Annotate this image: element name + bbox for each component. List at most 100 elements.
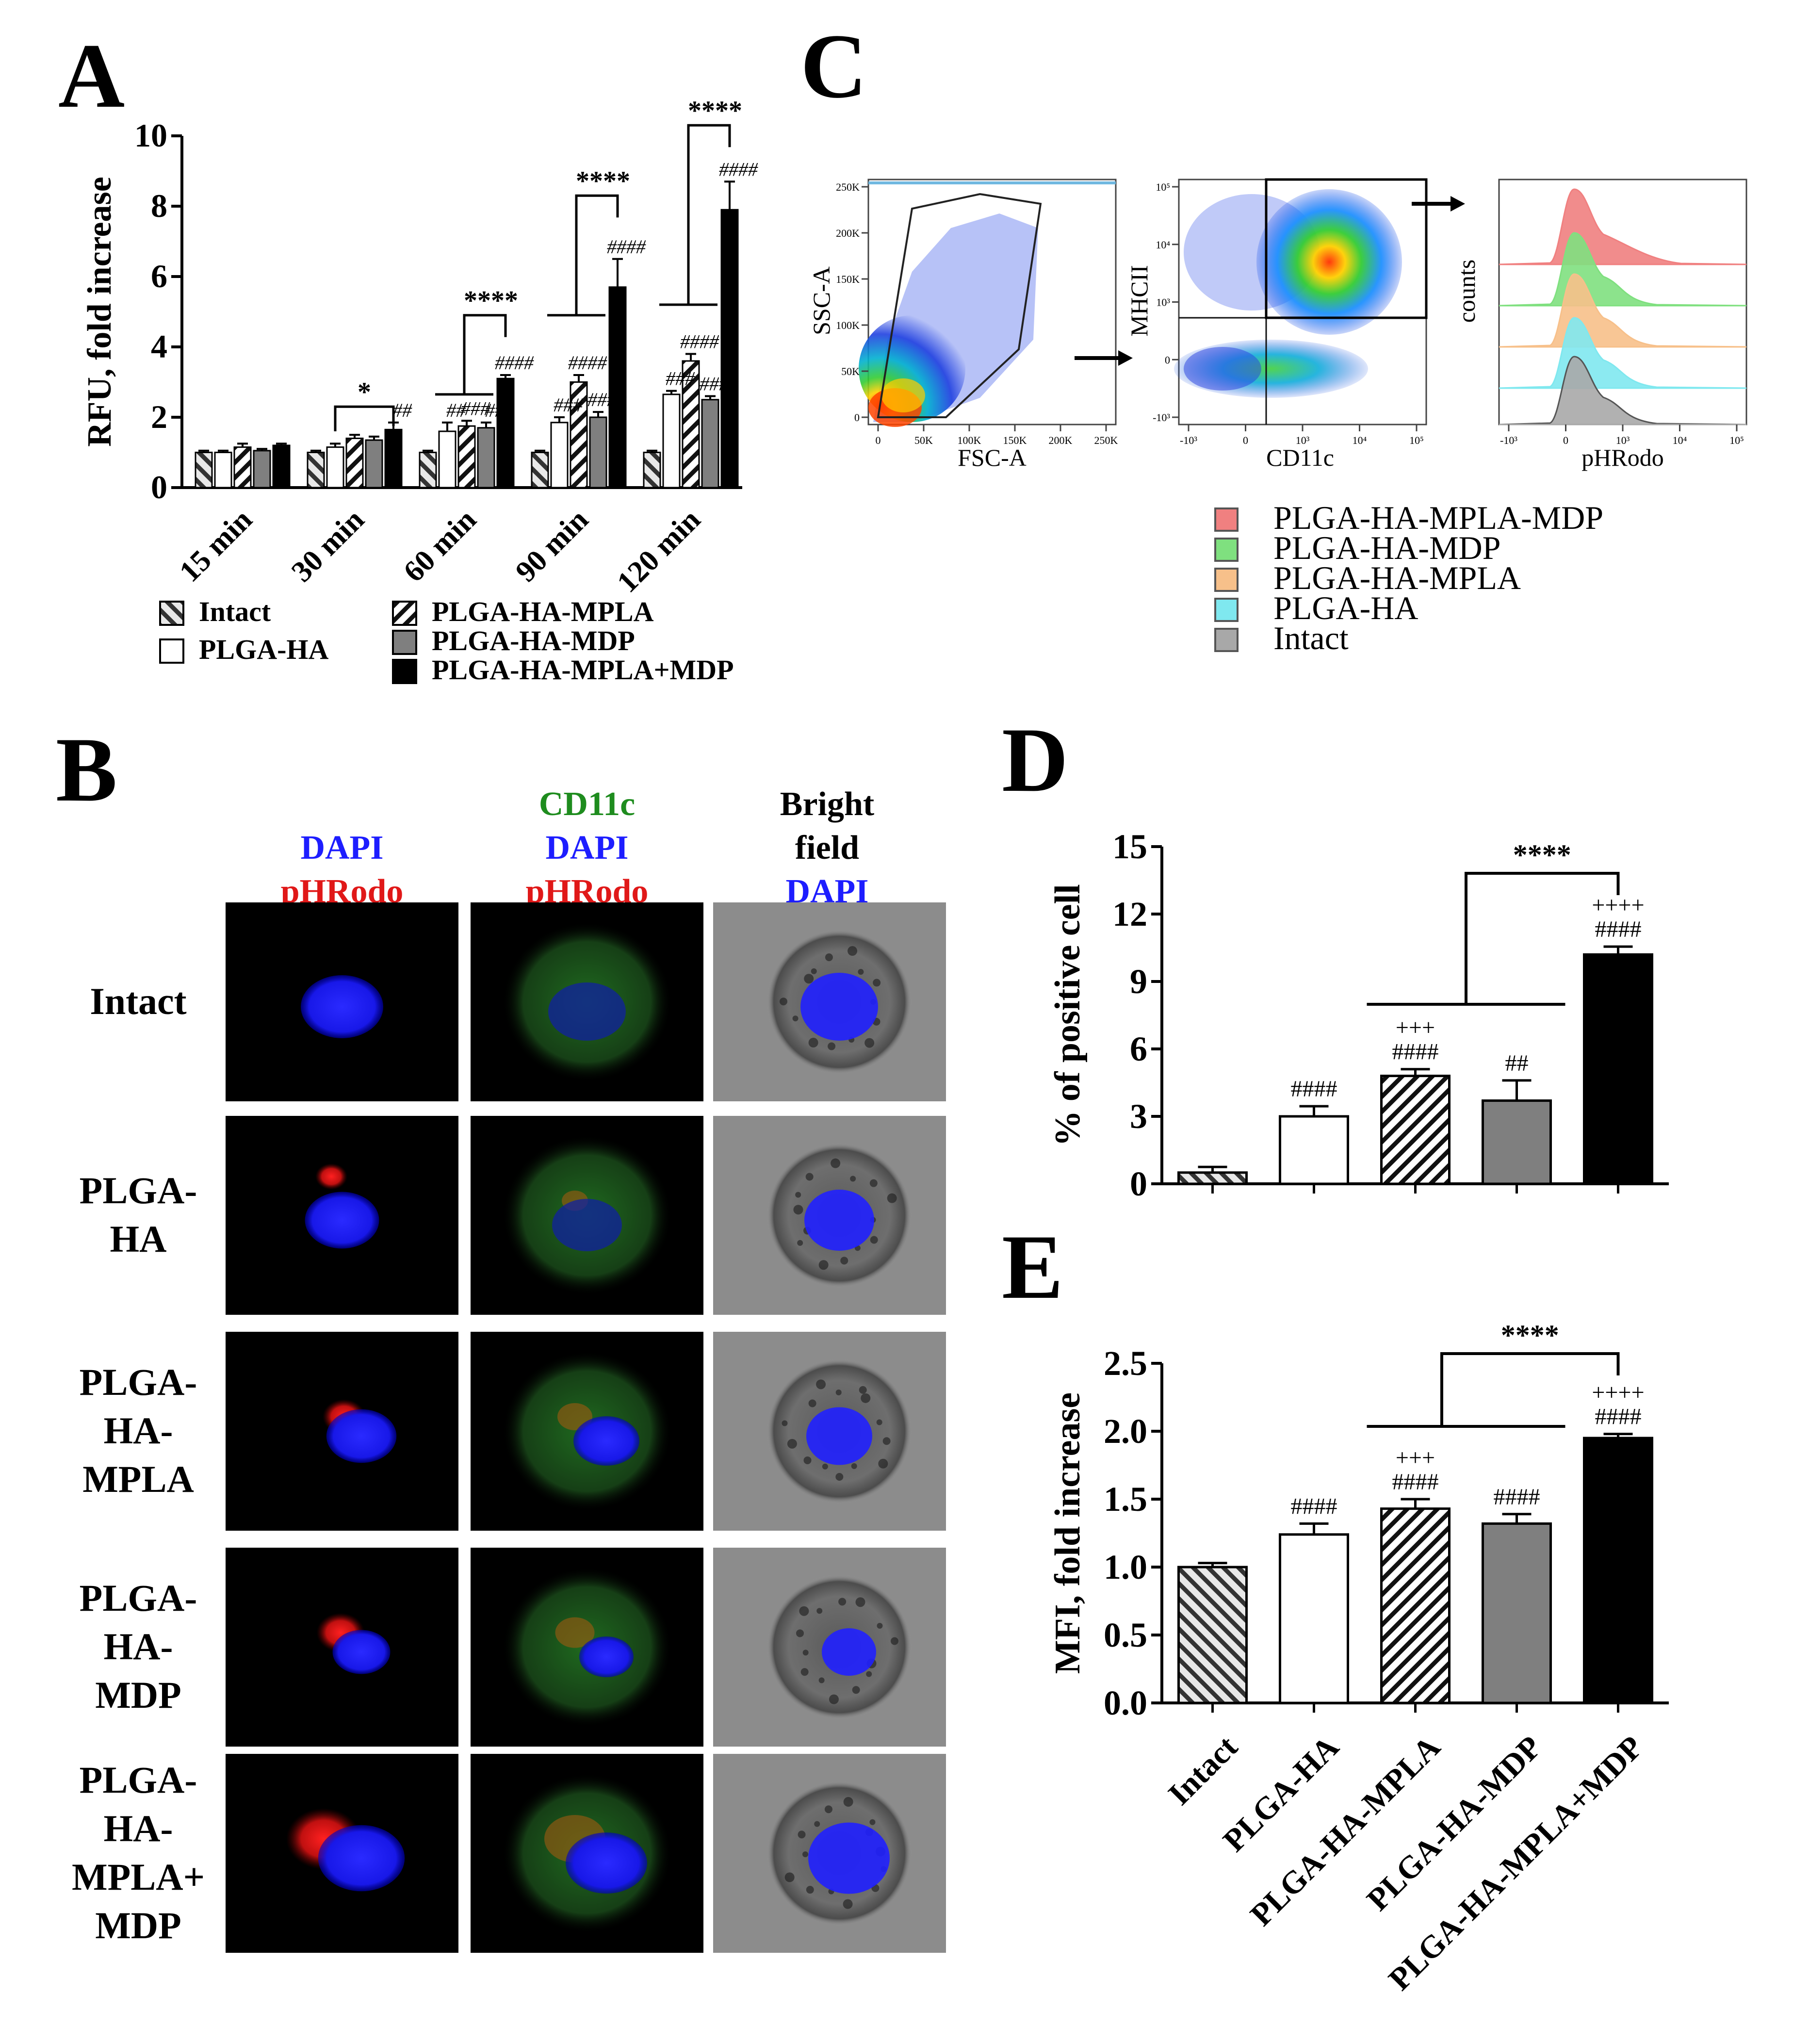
a-x-tick-label: 120 min	[611, 503, 707, 599]
y-tick-label: 0	[1130, 1164, 1147, 1203]
flow-x-tick-label: 10⁴	[1353, 434, 1367, 446]
panel-letter-d: D	[1002, 709, 1068, 811]
y-tick-label: 12	[1112, 895, 1147, 933]
a-bar	[701, 399, 719, 489]
a-bar	[365, 439, 383, 489]
a-bar	[457, 425, 476, 489]
microscopy-images	[226, 902, 946, 1953]
y-axis-label: MFI, fold increase	[1048, 1392, 1088, 1674]
a-bar	[662, 393, 681, 489]
b-row-label: PLGA-	[80, 1577, 197, 1619]
y-tick-label: 0.0	[1104, 1684, 1147, 1722]
histogram-3	[1499, 273, 1747, 348]
y-tick-label: 1.0	[1104, 1548, 1147, 1586]
significance-mark: +++	[1396, 1015, 1435, 1041]
a-bar	[345, 438, 364, 489]
a-hash-mark: ###	[554, 394, 583, 416]
significance-mark: ####	[1595, 916, 1642, 942]
b-column-header: DAPI	[300, 829, 383, 867]
significance-mark: ++++	[1592, 892, 1644, 918]
b-image-cd11c-dapi-phrodo	[471, 902, 703, 1101]
flow-plot-3-ylabel: counts	[1453, 260, 1480, 323]
a-significance-bracket	[575, 194, 619, 315]
flow-x-tick-label: 100K	[958, 434, 981, 446]
y-axis-label: % of positive cell	[1048, 884, 1088, 1146]
a-y-tick-label: 0	[151, 469, 167, 506]
legend-label-plga-ha-mdp: PLGA-HA-MDP	[432, 625, 635, 656]
a-bar	[531, 452, 549, 489]
significance-mark: ####	[1392, 1469, 1439, 1495]
comparison-bracket	[1465, 872, 1620, 1004]
legend-label-plga-ha-mpla: PLGA-HA-MPLA	[432, 596, 654, 627]
a-significance-bracket	[463, 314, 507, 394]
legend-label-intact: Intact	[199, 596, 271, 627]
b-image-dapi-phrodo	[226, 1116, 458, 1315]
a-bar	[550, 422, 569, 489]
panel-letter-e: E	[1002, 1216, 1063, 1318]
b-image-dapi-phrodo	[226, 1332, 458, 1531]
a-bar	[307, 452, 325, 489]
b-row-label: HA-	[104, 1409, 173, 1452]
legend-a: Intact PLGA-HA PLGA-HA-MPLA PLGA-HA-MDP …	[159, 596, 734, 686]
flow-plot-2-density	[1174, 189, 1402, 398]
comparison-bracket	[1440, 1352, 1620, 1426]
y-tick-label: 2.5	[1104, 1344, 1147, 1383]
legend-swatch-intact	[159, 601, 184, 626]
bar	[1177, 1566, 1248, 1704]
b-row-label: PLGA-	[80, 1169, 197, 1211]
legend-label-plga-ha: PLGA-HA	[199, 634, 329, 665]
a-bar	[477, 427, 495, 489]
panel-letter-c: C	[800, 16, 867, 117]
y-tick-label: 6	[1130, 1030, 1147, 1068]
a-y-tick-label: 10	[134, 117, 167, 154]
a-hash-mark: ####	[495, 352, 534, 374]
legend-c-swatch	[1214, 598, 1239, 622]
legend-swatch-plga-ha-mpla	[392, 601, 417, 626]
a-hash-mark: ##	[446, 399, 466, 421]
a-bar	[214, 452, 232, 489]
b-row-label: PLGA-	[80, 1759, 197, 1801]
flow-x-tick-label: -10³	[1500, 434, 1517, 446]
flow-x-tick-label: 10³	[1296, 434, 1310, 446]
b-row-label: Intact	[90, 980, 186, 1022]
a-hash-mark: ####	[568, 352, 607, 374]
flow-y-tick-label: 50K	[841, 365, 860, 377]
a-bar	[720, 209, 739, 489]
panel-c: C 0 50K 100K 150K 200K 250K 0 50K 100K 150K 200K 25…	[800, 16, 1747, 656]
flow-x-tick-label: 200K	[1049, 434, 1073, 446]
flow-plot-2-ticks: -10³ 0 10³ 10⁴ 10⁵ -10³ 0 10³ 10⁴ 10⁵	[1153, 181, 1424, 446]
b-image-cd11c-dapi-phrodo	[471, 1548, 703, 1747]
bar	[1583, 1437, 1653, 1704]
flow-plot-fsc-ssc: 0 50K 100K 150K 200K 250K 0 50K 100K 150K 200K 250K…	[808, 179, 1118, 471]
legend-swatch-plga-ha	[159, 638, 184, 664]
a-hash-mark: ####	[680, 331, 719, 353]
x-tick-label: PLGA-HA-MDP	[1360, 1729, 1548, 1918]
legend-c-swatch	[1214, 568, 1239, 592]
flow-y-tick-label: 250K	[836, 181, 860, 193]
chart-a: 0 2 4 6 8 10 RFU, fold increase 15 min 30 min 60 …	[81, 96, 758, 599]
comparison-label: ****	[1501, 1319, 1559, 1351]
y-tick-label: 9	[1130, 962, 1147, 1001]
b-column-header: Bright	[780, 785, 874, 823]
y-tick-label: 3	[1130, 1097, 1147, 1136]
flow-y-tick-label: 150K	[836, 273, 860, 285]
b-image-brightfield-dapi	[713, 1332, 946, 1531]
b-row-label: MPLA+	[72, 1856, 205, 1898]
a-bar	[608, 286, 627, 489]
b-image-dapi-phrodo	[226, 1754, 458, 1953]
flow-x-tick-label: 250K	[1094, 434, 1118, 446]
x-tick-label: PLGA-HA-MPLA	[1243, 1729, 1447, 1933]
b-column-header: CD11c	[539, 785, 635, 823]
a-y-tick-label: 8	[151, 187, 167, 224]
flow-plot-cd11c-mhcii: -10³ 0 10³ 10⁴ 10⁵ -10³ 0 10³ 10⁴ 10⁵ CD11c MHCII	[1125, 178, 1428, 471]
a-bar	[589, 416, 607, 489]
legend-c: PLGA-HA-MPLA-MDPPLGA-HA-MDPPLGA-HA-MPLAP…	[1214, 499, 1603, 656]
a-bar	[419, 452, 437, 489]
a-hash-mark: ###	[461, 397, 490, 419]
bar	[1380, 1075, 1451, 1185]
x-tick-label: Intact	[1161, 1729, 1244, 1812]
a-bar	[384, 428, 403, 489]
a-hash-mark: ####	[719, 158, 758, 180]
